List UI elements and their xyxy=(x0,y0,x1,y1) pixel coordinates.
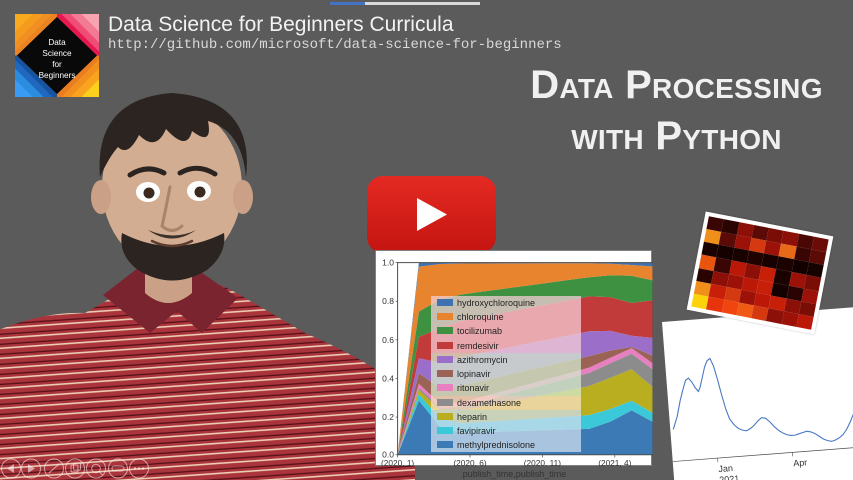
svg-text:0.2: 0.2 xyxy=(382,412,394,422)
svg-text:1.0: 1.0 xyxy=(382,258,394,268)
svg-text:Apr: Apr xyxy=(793,457,808,468)
svg-text:(2020, 11): (2020, 11) xyxy=(524,458,561,467)
svg-text:(2020, 1): (2020, 1) xyxy=(381,458,414,467)
svg-text:(2020, 6): (2020, 6) xyxy=(453,458,486,467)
svg-text:Data: Data xyxy=(48,38,66,47)
svg-text:Jan: Jan xyxy=(718,463,733,474)
svg-text:2021: 2021 xyxy=(719,474,740,480)
svg-text:0.4: 0.4 xyxy=(382,373,394,383)
svg-text:(2021, 4): (2021, 4) xyxy=(598,458,631,467)
svg-text:0.6: 0.6 xyxy=(382,335,394,345)
svg-text:0.8: 0.8 xyxy=(382,296,394,306)
